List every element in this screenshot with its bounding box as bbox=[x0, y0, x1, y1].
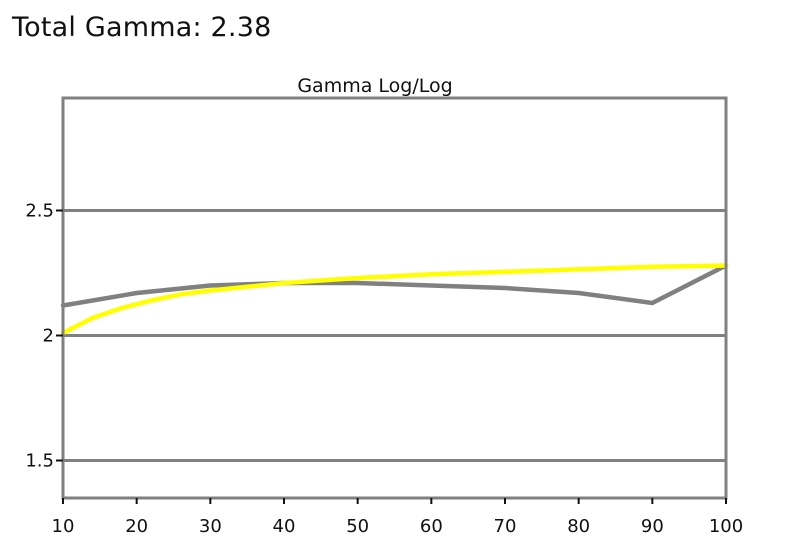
plot-frame bbox=[61, 96, 728, 500]
x-tick-label: 40 bbox=[273, 516, 296, 537]
x-tick-label: 50 bbox=[346, 516, 369, 537]
x-tick-label: 30 bbox=[199, 516, 222, 537]
x-tick-label: 60 bbox=[420, 516, 443, 537]
chart-title: Gamma Log/Log bbox=[297, 75, 452, 97]
y-tick-label: 2 bbox=[43, 326, 54, 347]
x-tick-label: 90 bbox=[641, 516, 664, 537]
series-line-target bbox=[60, 263, 729, 336]
x-tick-label: 10 bbox=[52, 516, 75, 537]
x-tick-label: 80 bbox=[567, 516, 590, 537]
x-tick-label: 20 bbox=[125, 516, 148, 537]
y-tick-label: 2.5 bbox=[25, 201, 54, 222]
page-title: Total Gamma: 2.38 bbox=[12, 12, 272, 43]
x-tick-label: 100 bbox=[709, 516, 743, 537]
y-tick-label: 1.5 bbox=[25, 451, 54, 472]
x-tick-label: 70 bbox=[494, 516, 517, 537]
series-line-measured bbox=[60, 263, 729, 308]
